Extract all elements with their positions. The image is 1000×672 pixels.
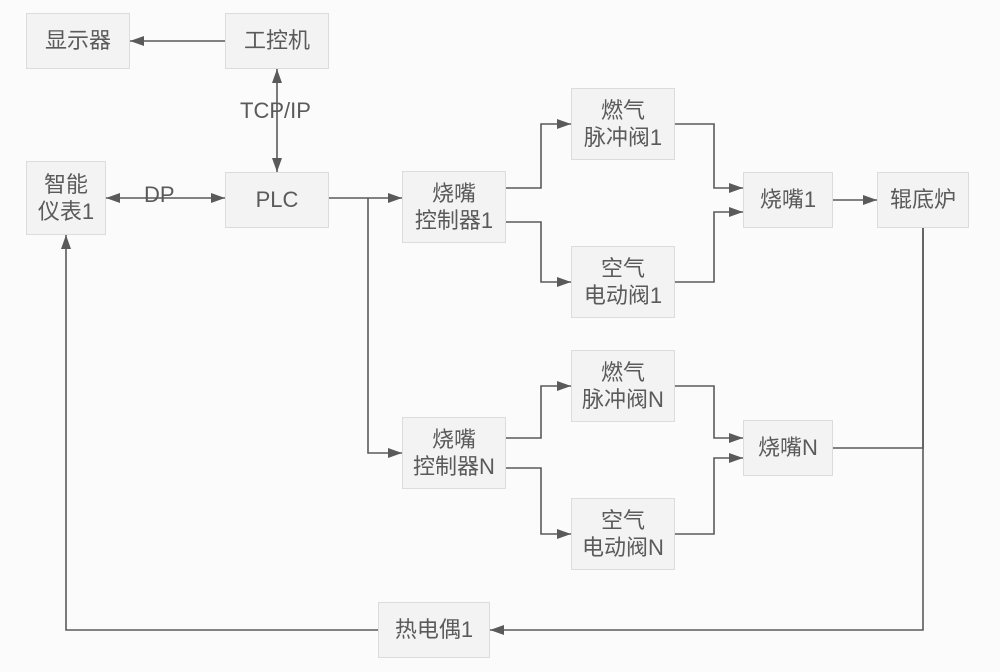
node-burner1: 烧嘴1 (743, 172, 833, 228)
node-ipc: 工控机 (225, 13, 329, 69)
node-meter: 智能仪表1 (26, 161, 106, 235)
label-dp: DP (144, 182, 175, 208)
node-furnace: 辊底炉 (877, 172, 969, 228)
node-bcN: 烧嘴控制器N (402, 417, 506, 489)
node-burnerN: 烧嘴N (743, 420, 833, 476)
node-bc1: 烧嘴控制器1 (402, 171, 506, 243)
node-air1: 空气电动阀1 (571, 246, 675, 318)
node-thermo: 热电偶1 (378, 602, 490, 658)
node-airN: 空气电动阀N (571, 498, 675, 570)
node-display: 显示器 (26, 13, 130, 69)
label-tcpip: TCP/IP (240, 98, 311, 124)
node-gasN: 燃气脉冲阀N (571, 350, 675, 422)
node-gas1: 燃气脉冲阀1 (571, 88, 675, 160)
node-plc: PLC (225, 172, 329, 228)
